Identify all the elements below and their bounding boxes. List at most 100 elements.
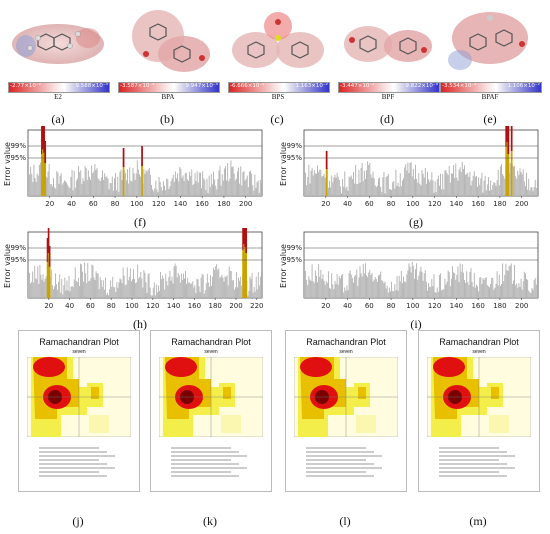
residue-bar — [130, 180, 132, 196]
residue-bar — [322, 274, 324, 298]
residue-bar — [449, 182, 451, 196]
residue-bar — [477, 186, 479, 196]
residue-bar — [434, 292, 436, 298]
residue-bar — [532, 289, 534, 298]
residue-bar — [386, 175, 388, 196]
residue-bar — [406, 170, 408, 196]
residue-bar — [479, 277, 481, 298]
rama-subtitle: seven — [472, 349, 486, 355]
residue-bar — [197, 279, 199, 298]
residue-bar — [463, 165, 465, 196]
residue-bar-flag — [243, 244, 245, 298]
residue-bar — [511, 283, 513, 298]
residue-bar — [473, 171, 475, 196]
residue-bar — [475, 175, 477, 196]
residue-bar — [305, 270, 307, 298]
residue-bar — [447, 175, 449, 196]
residue-bar — [185, 270, 186, 298]
residue-bar — [157, 192, 159, 196]
residue-bar — [220, 276, 222, 298]
residue-bar — [335, 177, 337, 196]
residue-bar — [95, 271, 97, 298]
residue-bar — [214, 179, 216, 196]
residue-bar — [100, 280, 102, 298]
x-tick-label: 120 — [152, 200, 165, 208]
residue-bar — [257, 180, 259, 196]
residue-bar — [47, 171, 49, 196]
panel-label-e: (e) — [483, 112, 497, 126]
residue-bar — [181, 177, 183, 196]
residue-bar — [150, 295, 152, 298]
residue-bar — [392, 291, 394, 298]
residue-bar — [384, 193, 386, 196]
colorbar-max: 1.163×10⁻² — [295, 83, 328, 89]
residue-bar-flag — [46, 262, 49, 298]
residue-bar — [78, 285, 80, 298]
residue-bar — [477, 286, 479, 298]
residue-bar — [517, 170, 519, 196]
residue-bar — [240, 166, 242, 196]
residue-bar — [228, 181, 230, 196]
residue-bar — [91, 264, 93, 298]
residue-bar — [140, 176, 142, 196]
residue-bar — [360, 167, 362, 196]
x-tick-label: 140 — [167, 302, 180, 310]
residue-bar — [426, 290, 428, 298]
residue-bar — [115, 292, 117, 298]
residue-bar — [393, 291, 395, 298]
residue-bar — [404, 167, 406, 196]
residue-bar — [350, 274, 352, 298]
residue-bar — [331, 175, 333, 196]
residue-bar — [206, 273, 208, 298]
residue-bar — [381, 191, 383, 196]
residue-bar — [480, 178, 482, 196]
residue-bar — [448, 165, 450, 196]
residue-bar — [361, 162, 363, 196]
residue-bar — [73, 279, 75, 298]
colorbar-bpf: -3.447×10⁻² 9.822×10⁻³ BPF — [338, 82, 440, 101]
residue-bar — [255, 187, 257, 196]
residue-bar — [330, 288, 332, 298]
residue-bar — [86, 283, 88, 298]
residue-bar — [30, 283, 32, 298]
residue-bar — [524, 273, 526, 298]
residue-bar — [510, 263, 512, 298]
residue-bar — [416, 178, 418, 196]
residue-bar — [202, 171, 204, 196]
residue-bar — [351, 179, 353, 196]
residue-bar — [242, 172, 244, 196]
residue-bar — [455, 279, 457, 298]
residue-bar — [218, 268, 220, 298]
residue-bar — [221, 274, 223, 298]
ramachandran-plot-k: Ramachandran Plot seven — [150, 330, 272, 492]
residue-bar — [374, 185, 376, 196]
residue-bar — [71, 169, 73, 196]
residue-bar — [124, 285, 126, 298]
residue-bar — [376, 281, 378, 298]
residue-bar — [33, 282, 35, 298]
residue-bar — [337, 284, 339, 298]
residue-bar — [35, 278, 37, 298]
residue-bar — [463, 280, 465, 298]
residue-bar — [156, 292, 158, 298]
residue-bar — [372, 171, 374, 196]
residue-bar-flag — [242, 250, 244, 298]
residue-bar — [220, 185, 222, 196]
residue-bar — [62, 182, 64, 196]
residue-bar — [308, 164, 310, 196]
residue-bar — [96, 167, 98, 196]
residue-bar — [430, 179, 432, 196]
residue-bar — [502, 263, 504, 298]
residue-bar — [54, 286, 55, 298]
residue-bar — [67, 184, 69, 196]
residue-bar — [182, 175, 184, 196]
residue-bar — [221, 174, 223, 196]
residue-bar — [348, 272, 350, 298]
residue-bar — [327, 187, 329, 196]
residue-bar — [172, 174, 174, 196]
residue-bar — [373, 279, 375, 298]
residue-bar — [63, 180, 65, 196]
colorbar-max: 9.822×10⁻³ — [405, 83, 438, 89]
residue-bar — [105, 176, 107, 196]
x-tick-label: 200 — [515, 302, 528, 310]
